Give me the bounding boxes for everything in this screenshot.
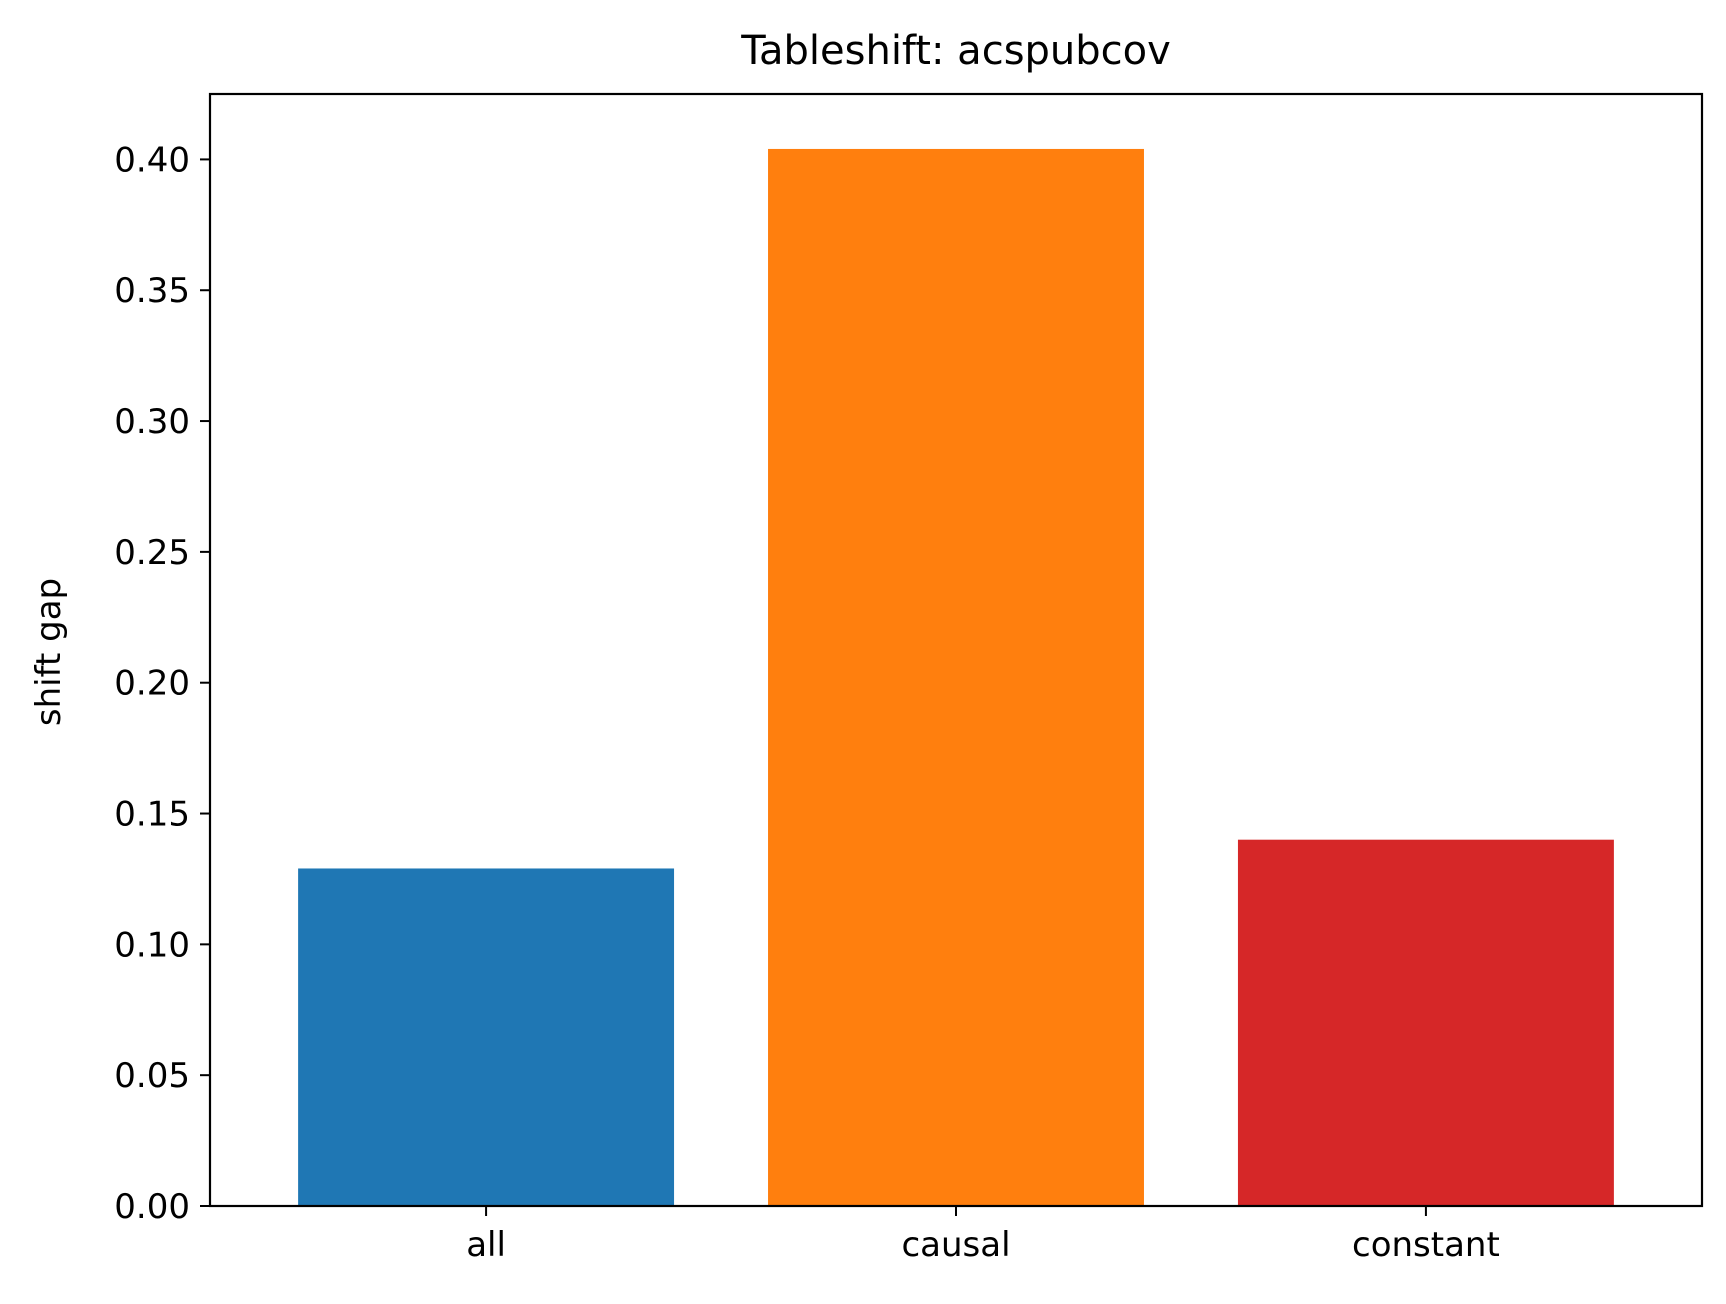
- y-tick-label: 0.35: [114, 271, 190, 311]
- y-tick-label: 0.05: [114, 1056, 190, 1096]
- x-axis-ticks: all causal constant: [466, 1206, 1500, 1265]
- x-tick-label-all: all: [466, 1225, 506, 1265]
- bar-causal: [768, 148, 1144, 1206]
- plot-frame: [208, 92, 1704, 1208]
- bar-all: [298, 868, 675, 1206]
- y-tick-label: 0.30: [114, 402, 190, 442]
- chart-title: Tableshift: acspubcov: [740, 28, 1171, 74]
- y-tick-label: 0.15: [114, 795, 190, 835]
- y-tick-label: 0.10: [114, 925, 190, 965]
- y-tick-label: 0.40: [114, 140, 190, 180]
- y-tick-label: 0.25: [114, 533, 190, 573]
- x-tick-label-causal: causal: [901, 1225, 1010, 1265]
- y-tick-label: 0.20: [114, 664, 190, 704]
- bars-group: [298, 148, 1614, 1206]
- y-axis-ticks: 0.00 0.05 0.10 0.15 0.20 0.25 0.30 0.35 0.40: [114, 140, 210, 1227]
- x-tick-label-constant: constant: [1352, 1225, 1500, 1265]
- bar-constant: [1237, 839, 1614, 1206]
- y-axis-label: shift gap: [29, 578, 69, 726]
- y-tick-label: 0.00: [114, 1187, 190, 1227]
